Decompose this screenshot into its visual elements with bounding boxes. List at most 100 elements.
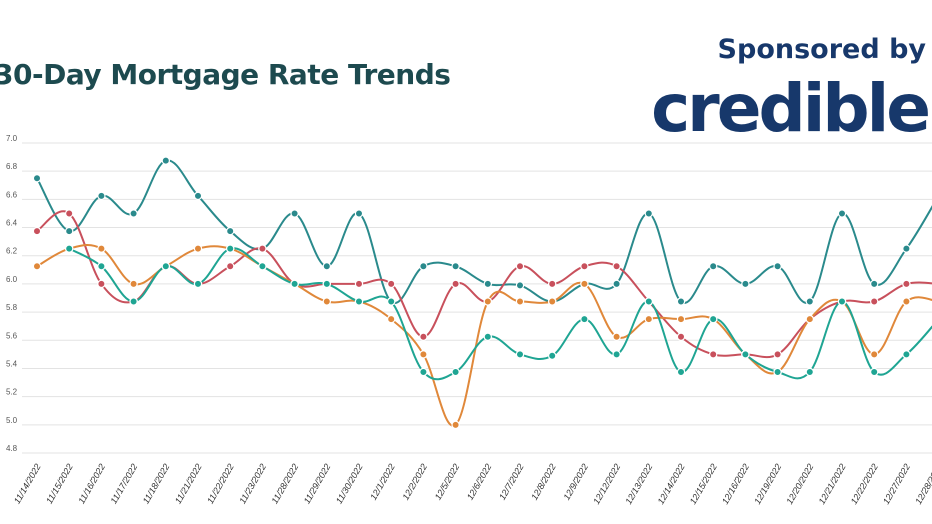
data-point-series-1 [676,297,686,306]
data-point-series-1 [709,262,718,271]
x-tick-label: 11/30/2022 [334,462,365,505]
data-point-series-3 [515,297,525,306]
y-tick-label: 6.6 [6,190,18,199]
data-point-series-4 [709,314,718,324]
data-point-series-2 [64,209,74,218]
data-point-series-2 [387,279,396,289]
data-point-series-4 [773,367,782,377]
x-tick-label: 12/1/2022 [368,462,397,502]
data-point-series-1 [419,262,428,271]
data-point-series-2 [97,279,106,289]
x-tick-label: 12/21/2022 [817,462,848,506]
x-tick-label: 12/9/2022 [561,462,590,502]
data-point-series-4 [837,297,847,306]
data-point-series-4 [741,350,750,359]
data-point-series-1 [451,262,460,271]
data-point-series-2 [451,279,460,289]
x-tick-label: 12/6/2022 [465,462,494,502]
x-tick-label: 11/29/2022 [302,462,333,505]
data-point-series-4 [258,262,267,271]
x-tick-label: 11/18/2022 [141,462,172,505]
data-point-series-1 [612,279,621,289]
x-tick-label: 11/23/2022 [237,462,268,505]
data-point-series-2 [354,279,364,289]
data-point-series-4 [290,279,299,289]
y-tick-label: 6.4 [6,219,18,228]
data-point-series-1 [193,191,203,201]
data-point-series-2 [258,244,267,253]
data-point-series-3 [805,314,815,324]
data-point-series-2 [902,279,911,289]
data-point-series-1 [32,174,42,183]
data-point-series-1 [354,209,364,218]
x-tick-label: 11/15/2022 [44,462,75,505]
x-tick-label: 11/17/2022 [108,462,139,505]
data-point-series-4 [419,367,428,377]
data-point-series-3 [580,279,589,289]
data-point-series-3 [129,279,138,289]
data-point-series-1 [837,209,847,218]
data-point-series-3 [548,297,557,306]
y-tick-label: 6.2 [6,247,18,256]
data-point-series-1 [515,281,525,290]
y-tick-label: 6.8 [6,162,18,171]
data-point-series-1 [483,279,492,289]
data-point-series-4 [451,367,460,377]
x-tick-label: 11/16/2022 [76,462,107,505]
data-point-series-4 [129,297,138,306]
data-point-series-2 [225,262,235,271]
y-tick-label: 4.8 [6,444,18,453]
data-point-series-1 [902,244,911,253]
x-tick-label: 11/21/2022 [173,462,204,505]
data-point-series-2 [32,226,42,236]
x-tick-label: 12/22/2022 [849,462,880,506]
y-tick-label: 5.4 [6,359,18,368]
data-point-series-1 [644,209,654,218]
data-point-series-4 [387,297,396,306]
data-point-series-3 [483,297,492,306]
data-point-series-2 [709,350,718,359]
data-point-series-3 [32,262,42,271]
data-point-series-3 [612,332,621,341]
data-point-series-3 [419,350,428,359]
data-point-series-2 [580,262,589,271]
y-tick-label: 6.0 [6,275,18,284]
x-tick-label: 12/16/2022 [720,462,751,506]
data-point-series-3 [902,297,911,306]
data-point-series-3 [322,297,331,306]
x-tick-label: 12/7/2022 [497,462,526,502]
data-point-series-4 [612,350,621,359]
sponsor-label: Sponsored by [717,34,926,65]
data-point-series-3 [97,244,106,253]
data-point-series-4 [644,297,654,306]
x-tick-label: 12/13/2022 [623,462,654,506]
data-point-series-1 [225,226,235,236]
x-tick-label: 11/22/2022 [205,462,236,505]
data-point-series-1 [290,209,299,218]
x-tick-label: 12/2/2022 [400,462,429,502]
data-point-series-4 [580,314,589,324]
data-point-series-4 [902,350,911,359]
data-point-series-3 [644,314,654,324]
data-point-series-1 [129,209,138,218]
data-point-series-4 [805,367,815,377]
data-point-series-2 [870,297,879,306]
data-point-series-4 [548,351,557,360]
data-point-series-3 [676,314,686,324]
data-point-series-3 [387,314,396,324]
data-point-series-2 [676,332,686,341]
x-tick-label: 12/20/2022 [784,462,815,506]
data-point-series-3 [451,420,460,430]
data-point-series-4 [870,367,879,377]
data-point-series-4 [676,367,686,377]
data-point-series-4 [483,332,492,341]
x-tick-label: 12/8/2022 [529,462,558,502]
x-tick-label: 12/19/2022 [752,462,783,506]
y-tick-label: 5.8 [6,303,18,312]
data-point-series-4 [64,244,74,253]
data-point-series-3 [870,350,879,359]
x-tick-label: 11/28/2022 [269,462,300,505]
credible-logo: credible [651,70,931,147]
y-tick-label: 7.0 [6,134,18,143]
